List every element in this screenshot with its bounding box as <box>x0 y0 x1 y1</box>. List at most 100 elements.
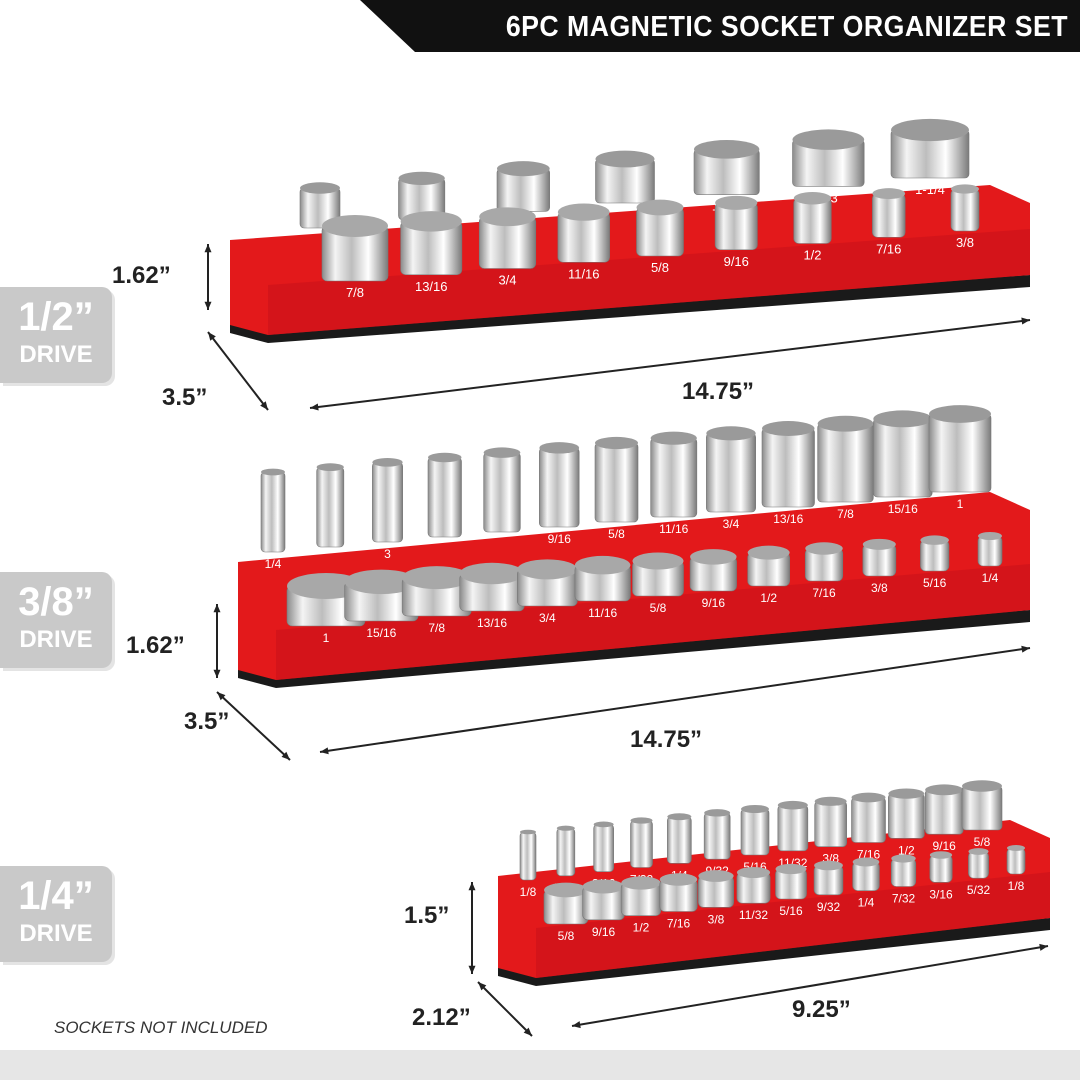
tray1-back-socket-top <box>428 452 462 463</box>
tray1-back-socket-top <box>539 442 580 454</box>
drive-badge-three-eighths: 3/8” DRIVE <box>0 572 112 668</box>
tray2-front-socket-top <box>698 870 734 882</box>
tray1-front-socket-top <box>632 552 684 570</box>
tray0-front-socket-top <box>322 215 388 237</box>
tray1-back-socket <box>650 437 698 518</box>
tray2-front-socket-top <box>929 851 953 859</box>
tray1-height: 1.62” <box>112 262 171 289</box>
tray1-back-socket <box>928 413 992 493</box>
tray1-back-socket <box>260 471 286 553</box>
tray0-front-size-label: 7/8 <box>346 285 364 300</box>
tray2-back-socket-top <box>630 817 653 824</box>
tray2-back-socket <box>961 785 1003 831</box>
tray2-front-socket-top <box>968 848 989 855</box>
tray2-front-size-label: 5/8 <box>558 929 575 943</box>
tray2-height: 1.62” <box>126 632 185 659</box>
drive-badge-half: 1/2” DRIVE <box>0 287 112 383</box>
tray1-back-size-label: 3 <box>384 547 391 561</box>
tray2-depth-arrow-head <box>281 751 290 760</box>
tray2-front-size-label: 5/16 <box>779 904 803 918</box>
tray2-front-size-label: 9/32 <box>817 900 841 914</box>
tray2-back-socket-top <box>667 813 692 821</box>
tray0-back-socket-top <box>891 118 969 142</box>
tray3-height-arrow-head <box>468 965 476 974</box>
title: 6PC MAGNETIC SOCKET ORGANIZER SET <box>505 11 1068 43</box>
tray2-back-socket <box>667 816 692 864</box>
tray1-front-size-label: 15/16 <box>366 626 396 640</box>
tray0-front-face <box>268 229 1030 335</box>
tray1-depth: 3.5” <box>162 384 208 411</box>
tray2-front-socket-top <box>891 854 916 863</box>
tray0-back-socket-top <box>398 171 445 185</box>
tray2-length-arrow-head <box>1021 645 1030 653</box>
tray2-front-socket-top <box>852 857 880 867</box>
tray1-back-size-label: 5/8 <box>608 527 625 541</box>
tray0-front-socket <box>950 188 980 232</box>
tray2-front-size-label: 9/16 <box>592 925 616 939</box>
tray1-front-socket-top <box>459 562 525 585</box>
tray1-depth-arrow-head <box>260 401 268 410</box>
tray2-back-socket <box>814 801 847 847</box>
tray2-back-socket <box>630 820 653 868</box>
tray1-back-socket-top <box>483 447 521 458</box>
tray2-front-size-label: 1/8 <box>1008 879 1025 893</box>
tray2-back-socket <box>740 808 770 856</box>
tray2-front-socket-top <box>736 866 771 879</box>
tray3-depth: 2.12” <box>412 1004 471 1031</box>
tray2-front-size-label: 7/32 <box>892 892 916 906</box>
tray1-back-socket-top <box>261 468 285 476</box>
tray2-back-socket-top <box>888 788 925 799</box>
tray2-front-socket-top <box>621 876 661 890</box>
tray1-front-socket-top <box>805 542 843 555</box>
tray0-front-size-label: 11/16 <box>568 266 600 281</box>
tray0-back-size-label: 1-1/4 <box>915 182 945 197</box>
tray1-back-size-label: 1 <box>957 497 964 511</box>
tray2-back-socket-top <box>814 796 847 806</box>
tray2-height-arrow-head <box>213 604 221 613</box>
tray2-back-socket <box>888 793 925 839</box>
tray1-front-socket-top <box>747 545 790 560</box>
tray1-front-size-label: 1 <box>323 631 330 645</box>
tray1-back-socket-top <box>650 431 697 445</box>
tray0-front-size-label: 1/2 <box>803 248 821 263</box>
tray0-front-size-label: 7/16 <box>876 241 901 256</box>
tray2-front-size-label: 1/4 <box>858 896 875 910</box>
tray2-back-size-label: 9/16 <box>932 839 956 853</box>
tray0-front-socket-top <box>636 199 684 216</box>
tray2-length-arrow <box>319 647 1031 753</box>
tray3-depth-arrow-head <box>523 1027 532 1036</box>
tray0-front-socket <box>793 197 832 244</box>
tray0-front-socket-top <box>715 195 758 210</box>
drive-label: DRIVE <box>19 626 93 653</box>
tray0-back-socket-top <box>300 182 340 194</box>
drive-label: DRIVE <box>19 341 93 368</box>
tray1-front-socket <box>977 535 1003 567</box>
tray1-back-socket-top <box>316 463 344 472</box>
tray1-height-arrow-head <box>204 244 212 253</box>
tray2-back-socket-top <box>962 780 1002 792</box>
tray2-front-size-label: 3/16 <box>929 887 953 901</box>
tray1-back-socket <box>539 447 580 528</box>
tray2-back-socket <box>593 824 614 872</box>
tray3-length-arrow <box>571 945 1049 1027</box>
tray1-front-size-label: 7/8 <box>428 621 445 635</box>
tray1-back-socket <box>594 442 639 523</box>
tray0-front-socket-top <box>951 184 979 194</box>
tray1-front-socket-top <box>574 555 631 575</box>
tray1-front-socket-top <box>690 549 737 565</box>
tray1-front-socket-top <box>517 559 578 580</box>
tray1-length-arrow-head <box>1021 317 1030 325</box>
drive-badge-quarter: 1/4” DRIVE <box>0 866 112 962</box>
tray2-back-socket <box>924 789 964 835</box>
tray3-length: 9.25” <box>792 996 851 1023</box>
tray2-back-size-label: 1/2 <box>898 843 915 857</box>
tray1-back-socket-top <box>873 410 933 428</box>
tray2-front-socket <box>1006 847 1026 875</box>
tray0-back-socket-top <box>792 129 865 150</box>
tray2-front-socket <box>968 851 989 879</box>
tray2-back-socket-top <box>520 829 536 835</box>
tray1-back-size-label: 15/16 <box>888 502 918 516</box>
tray2-height-arrow-head <box>213 669 221 678</box>
tray2-back-size-label: 5/8 <box>974 835 991 849</box>
tray2-back-socket-top <box>556 825 575 831</box>
